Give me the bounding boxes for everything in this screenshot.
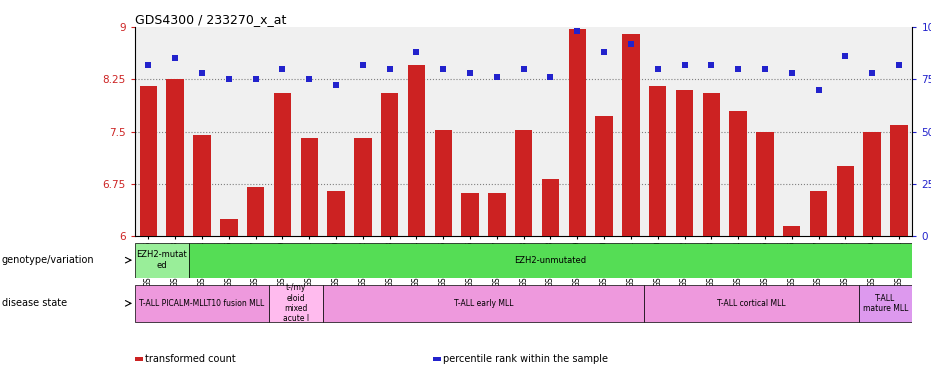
Bar (408, 65, 425, 236)
Bar (301, 139, 318, 236)
Point (168, 55, 182, 61)
Bar (435, 130, 452, 236)
Bar (135, 243, 189, 278)
Bar (810, 191, 828, 236)
Bar (542, 179, 560, 236)
Text: transformed count: transformed count (145, 354, 236, 364)
Bar (837, 166, 854, 236)
Point (275, 66, 290, 72)
Bar (328, 191, 344, 236)
Bar (703, 93, 720, 236)
Bar (269, 285, 323, 322)
Bar (729, 111, 747, 236)
Text: genotype/variation: genotype/variation (2, 255, 94, 265)
Point (329, 83, 344, 89)
Point (892, 61, 907, 68)
Bar (220, 219, 237, 236)
Bar (194, 135, 210, 236)
Bar (649, 86, 667, 236)
Point (302, 76, 317, 82)
Bar (381, 93, 398, 236)
Bar (135, 285, 269, 322)
Text: EZH2-unmutated: EZH2-unmutated (515, 256, 587, 265)
Point (356, 61, 371, 68)
Bar (863, 132, 881, 236)
Bar (569, 29, 586, 236)
Point (222, 76, 236, 82)
Text: T-ALL early MLL: T-ALL early MLL (453, 299, 513, 308)
Point (383, 66, 398, 72)
Bar (644, 285, 858, 322)
Point (141, 61, 155, 68)
Text: T-ALL
mature MLL: T-ALL mature MLL (863, 294, 909, 313)
Point (249, 76, 263, 82)
Bar (247, 187, 264, 236)
Point (436, 66, 451, 72)
Point (677, 61, 692, 68)
Point (490, 74, 505, 80)
Point (784, 70, 799, 76)
Bar (274, 93, 291, 236)
Text: EZH2-mutat
ed: EZH2-mutat ed (137, 250, 187, 270)
Point (865, 70, 880, 76)
Bar (858, 285, 912, 322)
Point (758, 66, 773, 72)
Point (597, 49, 612, 55)
Point (543, 74, 558, 80)
Bar (354, 139, 371, 236)
Bar (462, 193, 479, 236)
Bar (515, 130, 533, 236)
Bar (622, 34, 640, 236)
Point (731, 66, 746, 72)
Text: t-/my
eloid
mixed
acute l: t-/my eloid mixed acute l (283, 283, 309, 323)
Bar (596, 116, 613, 236)
Point (195, 70, 209, 76)
Point (516, 66, 531, 72)
Point (624, 41, 639, 47)
Bar (167, 79, 184, 236)
Point (570, 28, 585, 34)
Bar (323, 285, 644, 322)
Bar (783, 226, 801, 236)
Text: T-ALL PICALM-MLLT10 fusion MLL: T-ALL PICALM-MLLT10 fusion MLL (140, 299, 264, 308)
Point (463, 70, 478, 76)
Point (409, 49, 424, 55)
Bar (756, 132, 774, 236)
Bar (676, 90, 694, 236)
Point (650, 66, 665, 72)
Point (838, 53, 853, 59)
Text: disease state: disease state (2, 298, 67, 308)
Point (811, 87, 826, 93)
Bar (488, 193, 506, 236)
Bar (890, 124, 908, 236)
Point (704, 61, 719, 68)
Text: GDS4300 / 233270_x_at: GDS4300 / 233270_x_at (135, 13, 287, 26)
Bar (140, 86, 157, 236)
Text: T-ALL cortical MLL: T-ALL cortical MLL (717, 299, 786, 308)
Text: percentile rank within the sample: percentile rank within the sample (443, 354, 608, 364)
